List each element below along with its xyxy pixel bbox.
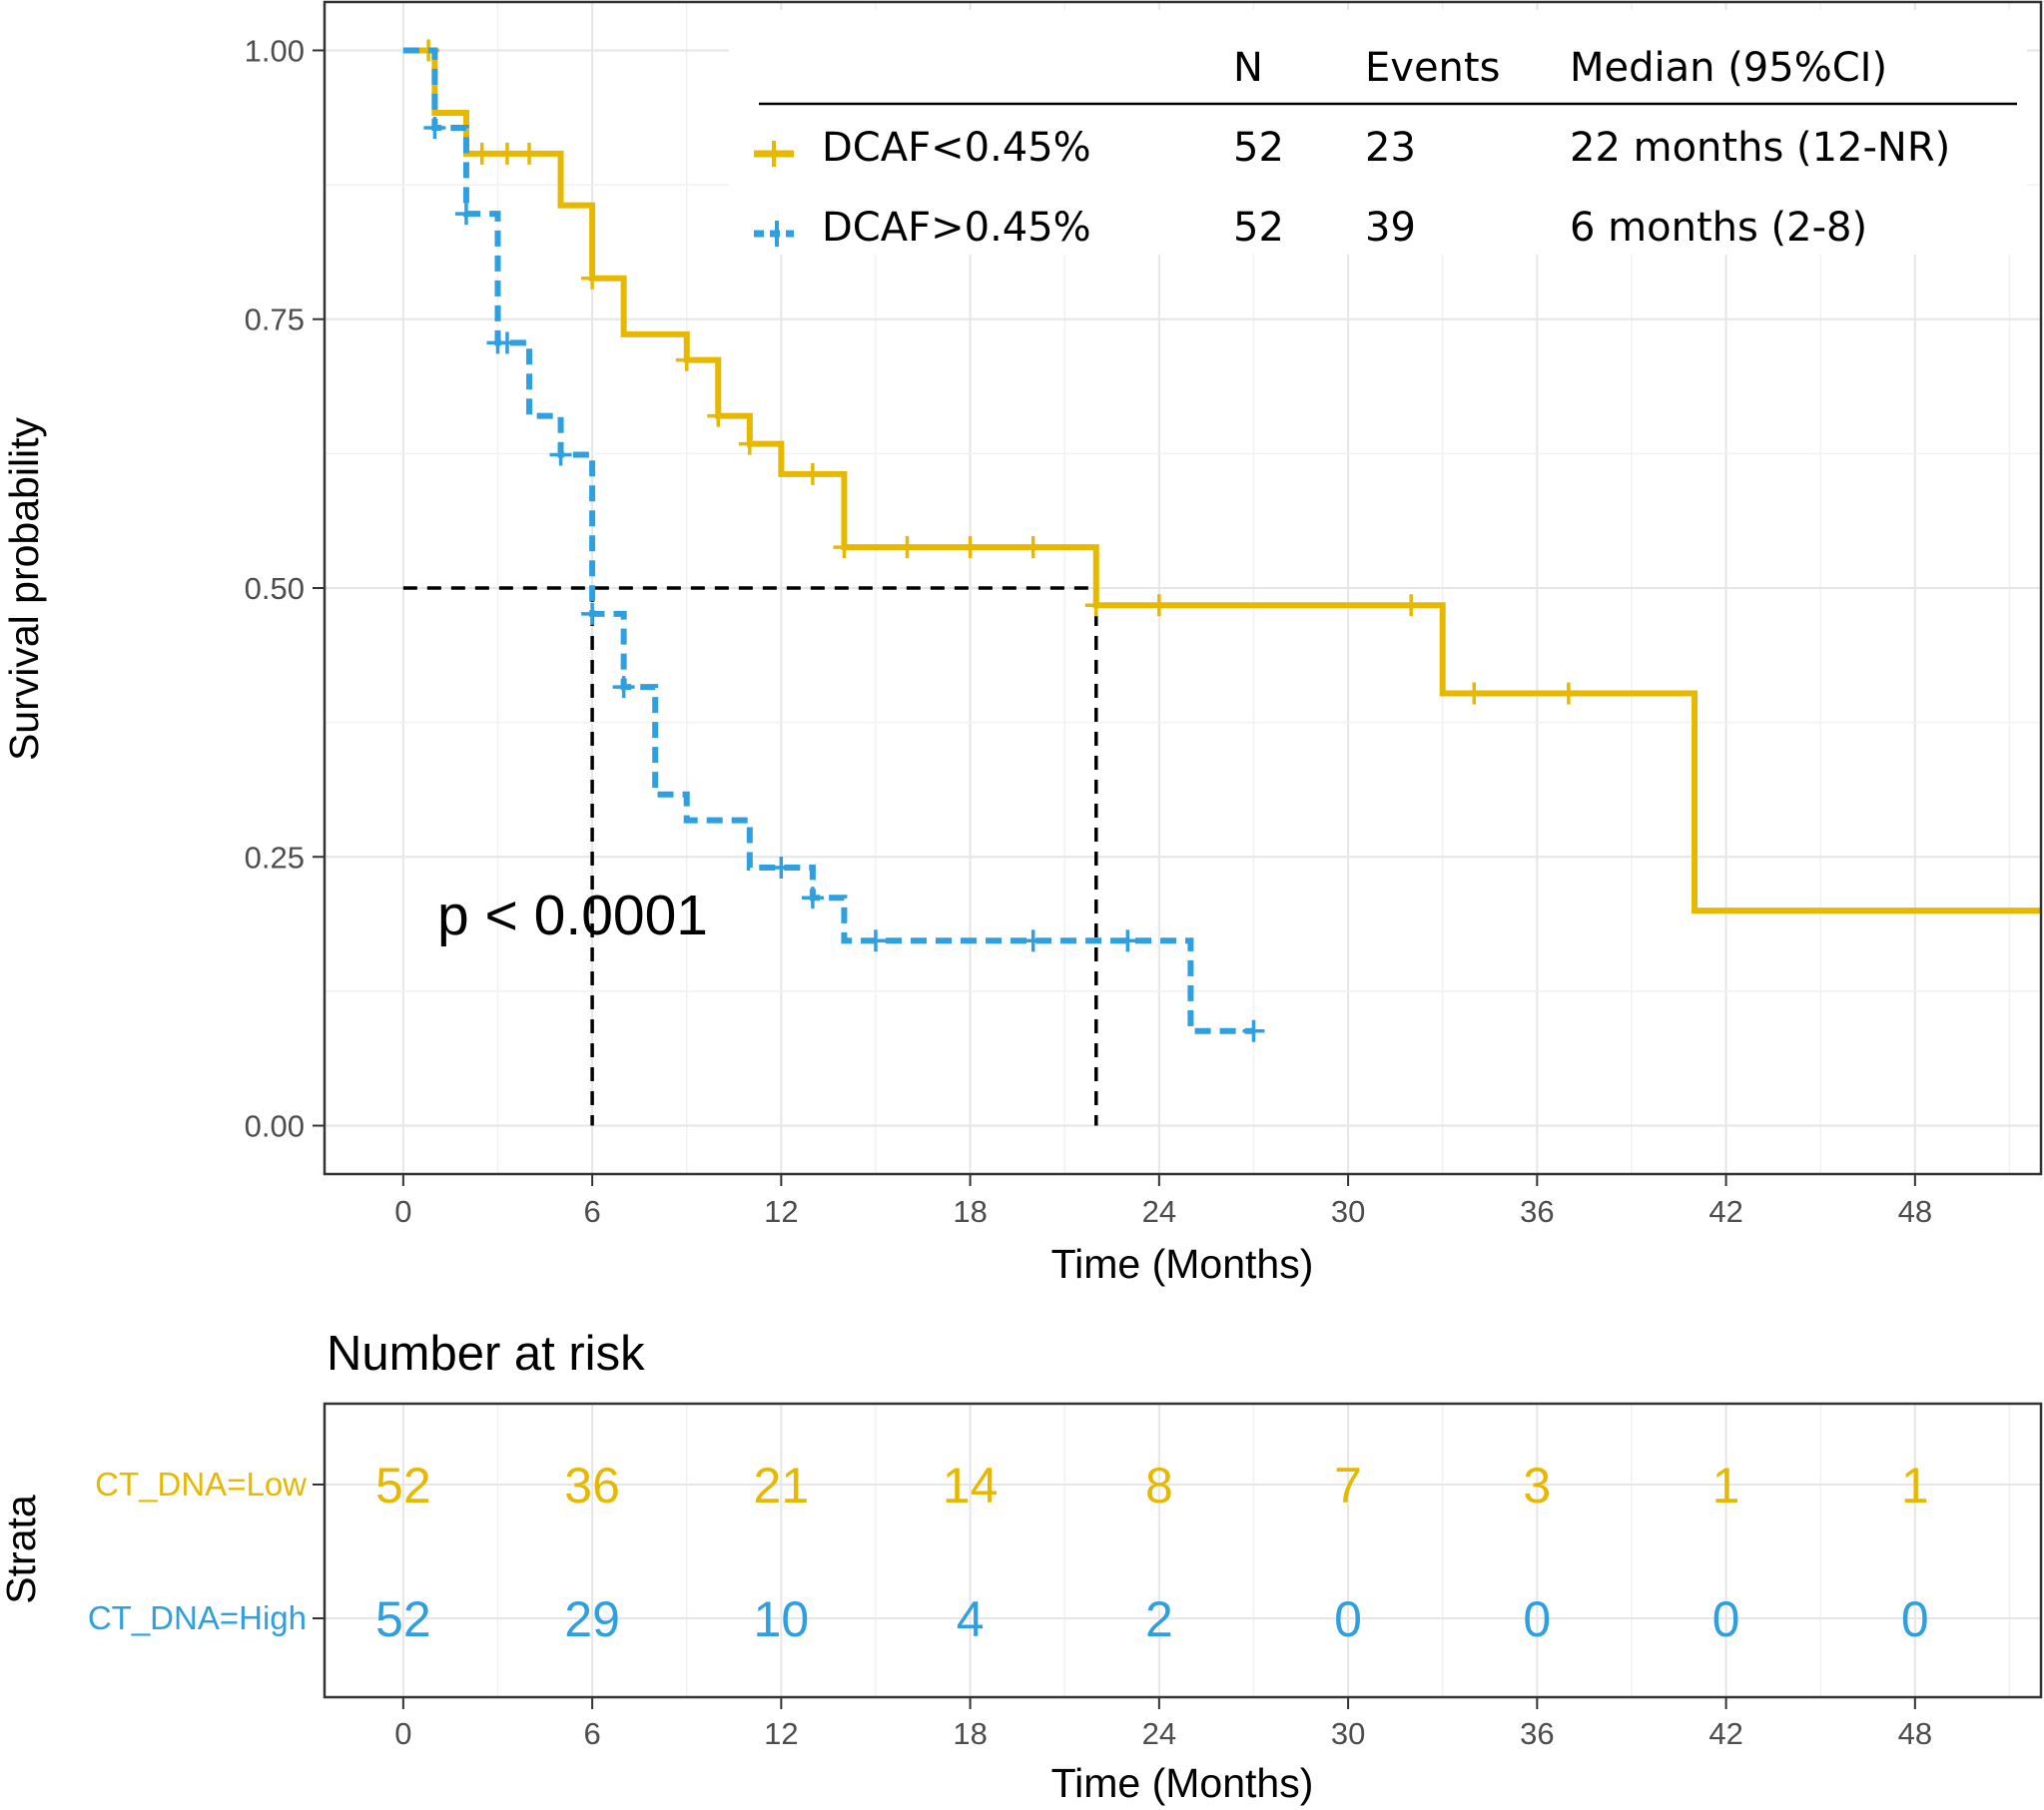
legend-header-median: Median (95%CI)	[1570, 45, 1887, 91]
legend-median-low: 22 months (12-NR)	[1570, 125, 1950, 171]
x-tick-label: 30	[1331, 1194, 1365, 1229]
risk-count-low: 7	[1334, 1458, 1362, 1513]
x-tick-label: 18	[953, 1194, 987, 1229]
x-axis-title: Time (Months)	[1051, 1241, 1314, 1287]
legend-row-low: DCAF<0.45% 52 23 22 months (12-NR)	[754, 125, 1950, 171]
strata-label-high: CT_DNA=High	[88, 1599, 307, 1636]
x-tick-label: 36	[1520, 1194, 1554, 1229]
x-tick-label: 0	[394, 1194, 411, 1229]
risk-x-tick-label: 48	[1898, 1716, 1932, 1751]
risk-table-gridlines	[325, 1404, 2041, 1697]
legend-events-high: 39	[1365, 205, 1416, 251]
risk-count-low: 8	[1145, 1458, 1173, 1513]
risk-count-high: 0	[1334, 1591, 1362, 1647]
y-tick-label: 1.00	[245, 33, 305, 68]
y-axis-title: Survival probability	[1, 416, 47, 761]
y-tick-label: 0.00	[245, 1109, 305, 1144]
legend-row-high: DCAF>0.45% 52 39 6 months (2-8)	[754, 205, 1867, 251]
risk-count-high: 10	[754, 1591, 810, 1647]
risk-table-border	[323, 1402, 2043, 1699]
risk-count-high: 2	[1145, 1591, 1173, 1647]
risk-count-high: 0	[1523, 1591, 1551, 1647]
legend-median-high: 6 months (2-8)	[1570, 205, 1867, 251]
risk-count-low: 1	[1712, 1458, 1740, 1513]
risk-x-tick-label: 36	[1520, 1716, 1554, 1751]
y-axis-ticks: 0.00 0.25 0.50 0.75 1.00	[245, 33, 325, 1144]
x-axis-ticks: 0 6 12 18 24 30 36 42 48	[394, 1174, 1932, 1229]
x-tick-label: 48	[1898, 1194, 1932, 1229]
risk-count-low: 52	[375, 1458, 431, 1513]
risk-table-strata-labels: CT_DNA=Low CT_DNA=High	[88, 1466, 325, 1636]
risk-count-high: 29	[564, 1591, 620, 1647]
risk-count-high: 0	[1901, 1591, 1929, 1647]
legend-label-low: DCAF<0.45%	[822, 125, 1091, 171]
risk-table-y-title: Strata	[0, 1495, 44, 1604]
risk-table-x-title: Time (Months)	[1051, 1760, 1314, 1806]
x-tick-label: 6	[583, 1194, 600, 1229]
risk-table-title: Number at risk	[327, 1327, 645, 1381]
risk-x-tick-label: 18	[953, 1716, 987, 1751]
legend-background	[729, 10, 2027, 255]
y-tick-label: 0.75	[245, 302, 305, 337]
risk-count-low: 21	[754, 1458, 810, 1513]
y-tick-label: 0.50	[245, 571, 305, 606]
legend-n-high: 52	[1233, 205, 1284, 251]
risk-x-tick-label: 12	[764, 1716, 798, 1751]
risk-count-low: 36	[564, 1458, 620, 1513]
legend-events-low: 23	[1365, 125, 1416, 171]
risk-count-low: 1	[1901, 1458, 1929, 1513]
risk-count-low: 3	[1523, 1458, 1551, 1513]
legend-header-n: N	[1233, 45, 1263, 91]
legend-header-events: Events	[1365, 45, 1500, 91]
risk-table-cells: 52 36 21 14 8 7 3 1 1 52 29 10 4 2 0 0 0 0	[375, 1458, 1929, 1647]
risk-x-tick-label: 24	[1142, 1716, 1176, 1751]
legend-table: N Events Median (95%CI) DCAF<0.45% 52 23…	[729, 10, 2027, 255]
y-tick-label: 0.25	[245, 840, 305, 875]
risk-count-low: 14	[943, 1458, 999, 1513]
risk-count-high: 4	[957, 1591, 985, 1647]
x-tick-label: 12	[764, 1194, 798, 1229]
legend-label-high: DCAF>0.45%	[822, 205, 1091, 251]
p-value-annotation: p < 0.0001	[437, 884, 708, 947]
legend-n-low: 52	[1233, 125, 1284, 171]
survival-curves	[402, 39, 2041, 1042]
median-reference-lines	[402, 586, 1098, 1126]
risk-x-tick-label: 0	[394, 1716, 411, 1751]
strata-label-low: CT_DNA=Low	[95, 1466, 307, 1503]
risk-count-high: 52	[375, 1591, 431, 1647]
risk-table-x-ticks: 0 6 12 18 24 30 36 42 48	[394, 1697, 1932, 1751]
risk-x-tick-label: 42	[1708, 1716, 1742, 1751]
x-tick-label: 24	[1142, 1194, 1176, 1229]
risk-count-high: 0	[1712, 1591, 1740, 1647]
number-at-risk-panel: Number at risk 52 36 21 14 8 7 3 1 152 29 10 4 2 0 0 0 0…	[0, 1327, 2043, 1806]
x-tick-label: 42	[1708, 1194, 1742, 1229]
risk-x-tick-label: 6	[583, 1716, 600, 1751]
risk-x-tick-label: 30	[1331, 1716, 1365, 1751]
